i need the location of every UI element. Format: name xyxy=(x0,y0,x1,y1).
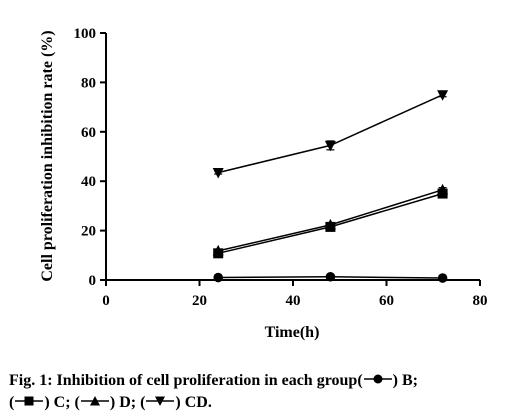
y-axis-title: Cell proliferation inhibition rate (%) xyxy=(39,30,56,281)
x-tick-label: 20 xyxy=(192,293,207,309)
y-tick-label: 60 xyxy=(81,125,96,141)
data-point xyxy=(324,140,336,152)
triangle-up-marker-icon xyxy=(80,395,109,406)
data-point xyxy=(213,272,223,283)
circle-marker-icon xyxy=(363,374,392,384)
series-d xyxy=(212,183,449,256)
legend-key-b xyxy=(363,371,393,392)
caption-prefix: Fig. 1: Inhibition of cell proliferation… xyxy=(9,372,363,389)
caption-open-paren: ( xyxy=(140,393,146,411)
legend-label-cd: ) CD. xyxy=(175,393,212,411)
series-line xyxy=(218,94,443,174)
y-tick-label: 80 xyxy=(81,75,96,91)
data-point xyxy=(437,90,449,101)
legend-label-b: ) B; xyxy=(392,372,418,389)
y-tick-label: 20 xyxy=(81,224,96,240)
y-tick-label: 0 xyxy=(89,273,97,289)
x-tick-label: 60 xyxy=(379,293,394,309)
caption-open-paren: ( xyxy=(9,393,15,411)
legend-label-c: ) C; xyxy=(44,393,71,411)
x-tick-label: 80 xyxy=(473,293,488,309)
series-cd xyxy=(212,90,449,179)
caption-open-paren: ( xyxy=(74,393,80,411)
legend-key-c xyxy=(14,393,44,414)
data-point xyxy=(324,218,336,230)
y-tick-label: 40 xyxy=(81,174,96,190)
line-chart: 0 20 40 60 80 0 20 40 60 80 100 Time(h) Cell proli… xyxy=(39,26,488,341)
data-point xyxy=(212,168,224,179)
data-point xyxy=(325,271,336,282)
legend-key-d xyxy=(80,393,110,414)
figure-caption: Fig. 1: Inhibition of cell proliferation… xyxy=(9,370,509,414)
data-point xyxy=(212,244,224,256)
x-tick-label: 40 xyxy=(286,293,301,309)
legend-key-cd xyxy=(145,393,175,414)
data-point xyxy=(437,183,449,195)
triangle-down-marker-icon xyxy=(146,396,175,406)
legend-label-d: ) D; xyxy=(109,393,137,411)
axes: 0 20 40 60 80 0 20 40 60 80 100 xyxy=(74,26,488,309)
y-tick-label: 100 xyxy=(74,26,97,42)
square-marker-icon xyxy=(15,396,44,406)
series-layer xyxy=(212,90,449,283)
x-tick-label: 0 xyxy=(102,293,110,309)
series-b xyxy=(213,271,448,283)
x-axis-title: Time(h) xyxy=(265,324,320,341)
data-point xyxy=(437,273,448,283)
